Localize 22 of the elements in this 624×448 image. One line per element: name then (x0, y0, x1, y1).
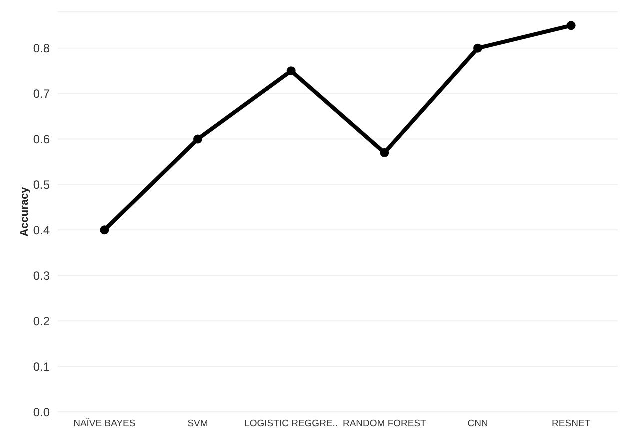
x-tick-label: SVM (188, 418, 208, 430)
point (194, 134, 202, 144)
x-tick-label: CNN (468, 418, 488, 430)
x-tick-label: NAÏVE BAYES (74, 418, 136, 430)
y-tick-label: 0.0 (33, 405, 50, 420)
point (474, 44, 482, 53)
y-tick-label: 0.6 (33, 132, 50, 147)
y-tick-label: 0.4 (33, 223, 50, 238)
x-tick-label: RANDOM FOREST (342, 418, 427, 430)
point (566, 21, 576, 30)
x-tick-label: LOGISTIC REGGRE.. (244, 418, 338, 430)
y-tick-label: 0.1 (33, 360, 50, 374)
y-tick-label: 0.5 (33, 178, 50, 192)
y-tick-label: 0.3 (33, 268, 50, 283)
point (380, 148, 390, 158)
y-tick-label: 0.2 (33, 314, 50, 328)
point (100, 226, 110, 235)
y-tick-label: 0.7 (33, 87, 50, 102)
y-tick-label: 0.8 (33, 42, 50, 56)
y-axis-title: Accuracy (18, 186, 31, 237)
point (286, 66, 296, 76)
x-tick-label: RESNET (552, 418, 591, 430)
